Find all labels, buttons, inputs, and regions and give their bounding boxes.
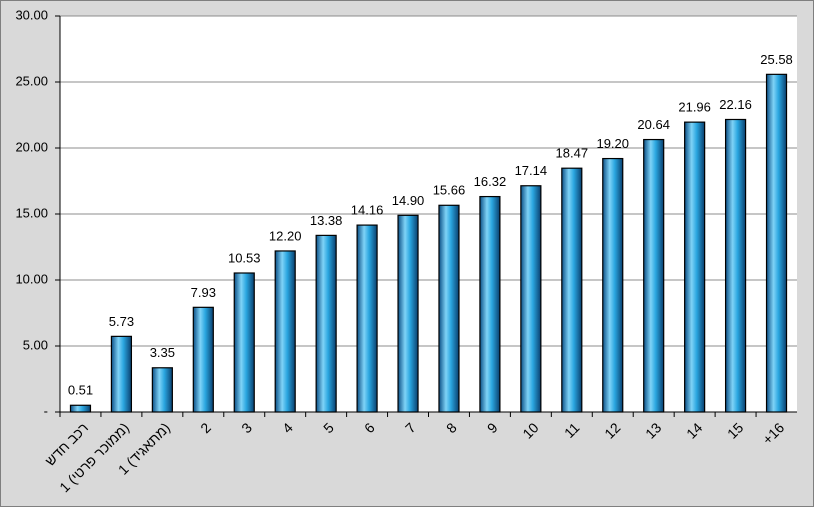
y-tick-label: - — [44, 403, 48, 418]
value-label: 18.47 — [556, 146, 589, 161]
bar — [274, 250, 296, 413]
bar — [192, 306, 214, 413]
bar — [724, 118, 747, 413]
value-label: 7.93 — [191, 285, 216, 300]
value-label: 5.73 — [109, 314, 134, 329]
bar — [684, 121, 706, 413]
value-label: 15.66 — [433, 183, 466, 198]
bar — [479, 195, 501, 413]
value-label: 16.32 — [474, 174, 507, 189]
value-label: 12.20 — [269, 228, 302, 243]
bar — [69, 404, 92, 413]
value-label: 22.16 — [719, 97, 752, 112]
bar — [315, 234, 337, 413]
value-label: 21.96 — [678, 100, 711, 115]
value-label: 20.64 — [637, 117, 670, 132]
bar — [765, 73, 788, 413]
value-label: 25.58 — [760, 52, 793, 67]
value-label: 14.16 — [351, 203, 384, 218]
value-label: 19.20 — [596, 136, 629, 151]
value-label: 14.90 — [392, 193, 425, 208]
bar — [356, 224, 378, 413]
bar — [643, 138, 665, 413]
bar — [397, 214, 419, 413]
y-tick-label: 10.00 — [15, 271, 48, 286]
y-tick-label: 15.00 — [15, 205, 48, 220]
bar — [602, 157, 624, 413]
bar — [110, 335, 133, 413]
y-tick-label: 5.00 — [23, 337, 48, 352]
value-label: 0.51 — [68, 383, 93, 398]
bar — [520, 185, 542, 413]
bar — [151, 367, 173, 413]
value-label: 13.38 — [310, 213, 343, 228]
y-tick-label: 25.00 — [15, 73, 48, 88]
value-label: 17.14 — [515, 163, 548, 178]
y-tick-label: 20.00 — [15, 139, 48, 154]
y-tick-label: 30.00 — [15, 7, 48, 22]
value-label: 3.35 — [150, 345, 175, 360]
value-label: 10.53 — [228, 250, 261, 265]
bar — [561, 167, 583, 413]
bar — [233, 272, 255, 413]
bar — [438, 204, 460, 413]
